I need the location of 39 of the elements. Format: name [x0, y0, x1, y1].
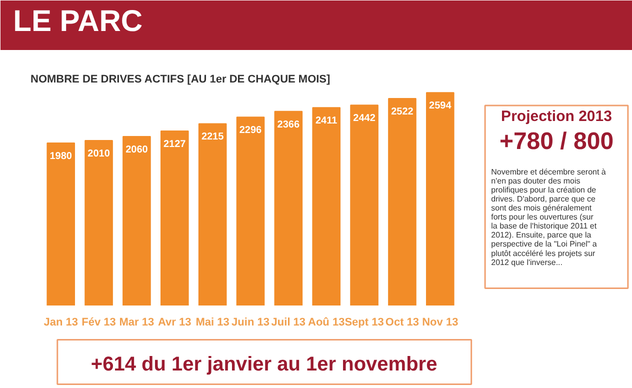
- data-label: 2215: [201, 132, 224, 143]
- text: Projection 2013: [501, 108, 612, 125]
- bar: [198, 123, 227, 306]
- text: Novembre et décembre seront à n'en pas douter des mois prolifiques pour la création de drives. D'abord, parce que ce sont des mois généralement forts pour les ouvertures (sur la base de l'historique 2011 et 2012). Ensuite, parce que la perspective de la "Loi Pinel" a plutôt accéléré les projets sur 2012 que l'inverse...: [491, 168, 606, 267]
- bar: [84, 140, 113, 306]
- bar: [426, 92, 454, 306]
- bar: [350, 104, 378, 306]
- x-tick-label: Aoû 13: [308, 316, 345, 328]
- x-tick-label: Fév 13: [82, 316, 116, 328]
- data-label: 2010: [88, 148, 110, 160]
- bar: [236, 116, 265, 306]
- data-label: 2296: [239, 125, 262, 136]
- data-label: 2060: [126, 144, 148, 156]
- bar: [312, 107, 341, 306]
- x-tick-label: Nov 13: [422, 316, 458, 328]
- bar: [46, 142, 75, 306]
- bar: [160, 130, 189, 306]
- x-tick-label: Juil 13: [271, 316, 306, 328]
- text: +780 / 800: [499, 128, 614, 155]
- data-label: 2366: [277, 119, 300, 130]
- x-tick-label: Jan 13: [44, 316, 78, 328]
- data-label: 2442: [353, 113, 376, 124]
- data-label: 2127: [164, 138, 186, 150]
- x-tick-label: Mar 13: [119, 316, 154, 328]
- chart-title: LE PARC: [13, 5, 143, 38]
- bar: [274, 110, 303, 306]
- data-label: 1980: [50, 151, 72, 162]
- data-label: 2522: [391, 106, 414, 118]
- chart-subtitle: NOMBRE DE DRIVES ACTIFS [AU 1er DE CHAQUE MOIS]: [30, 74, 331, 86]
- data-label: 2411: [316, 116, 338, 127]
- bar: [388, 98, 416, 306]
- x-tick-label: Mai 13: [196, 316, 230, 328]
- x-tick-label: Avr 13: [158, 316, 192, 328]
- x-tick-label: Juin 13: [232, 316, 270, 328]
- x-tick-label: Sept 13: [344, 316, 384, 328]
- text: +614 du 1er janvier au 1er novembre: [90, 353, 438, 376]
- data-label: 2594: [429, 100, 452, 112]
- bar: [122, 136, 151, 306]
- x-tick-label: Oct 13: [385, 316, 420, 328]
